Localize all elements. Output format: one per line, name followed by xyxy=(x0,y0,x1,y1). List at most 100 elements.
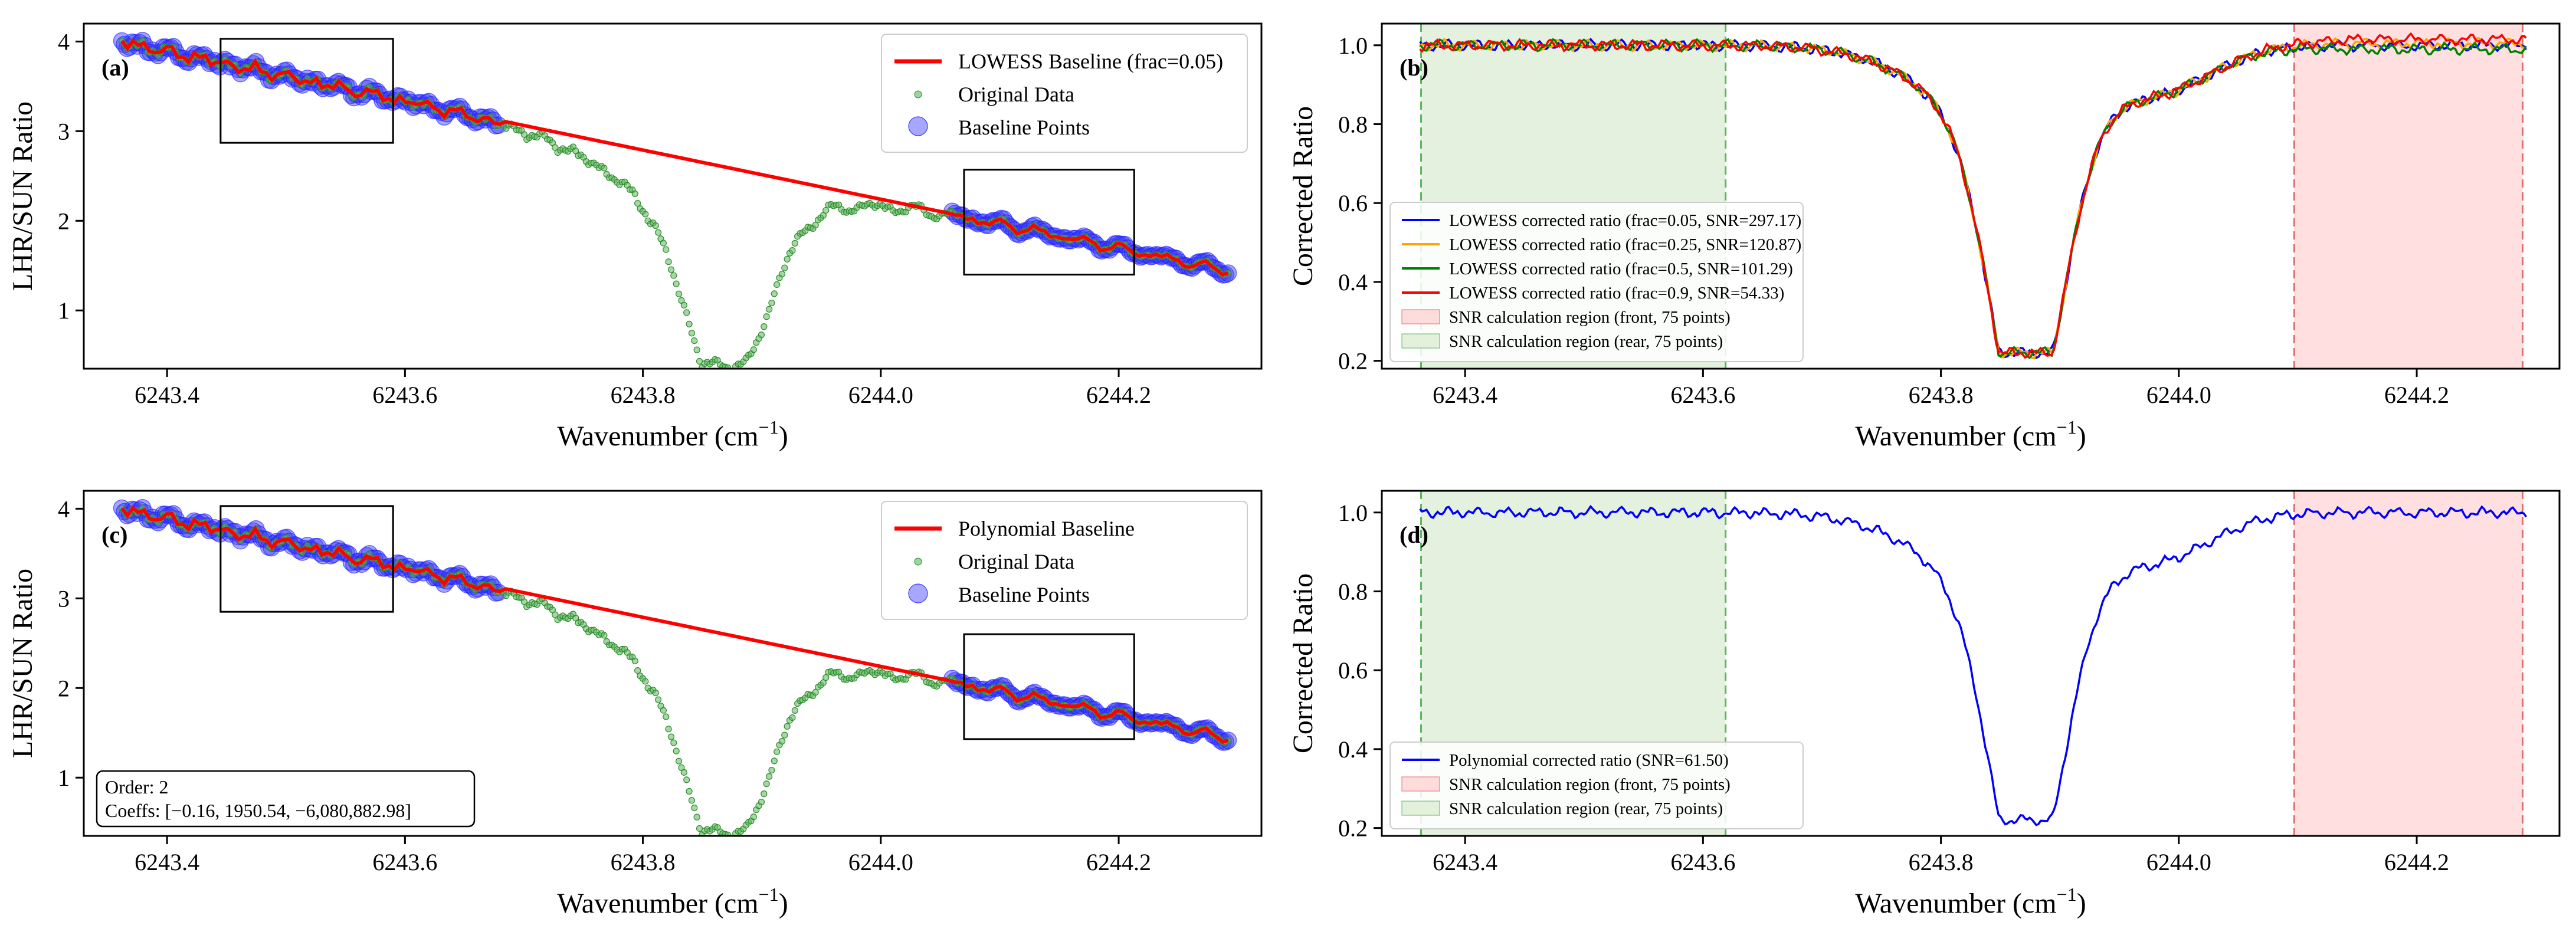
x-axis-label-superscript: −1 xyxy=(759,416,779,438)
legend-blue-marker xyxy=(908,583,928,603)
zoom-box-2 xyxy=(963,633,1135,740)
axes-frame xyxy=(1381,490,2561,837)
panel-b: 6243.4 6243.6 6243.8 6244.0 6244.2 0.2 0.4 0.6 0… xyxy=(1287,22,2561,452)
original-data-point xyxy=(781,731,788,739)
x-tick-label: 6243.6 xyxy=(372,849,437,875)
original-data-point xyxy=(789,714,796,721)
legend-region-swatch xyxy=(1401,801,1440,816)
x-tick-label: 6244.2 xyxy=(2384,849,2449,875)
y-axis-label: LHR/SUN Ratio xyxy=(7,569,38,758)
zoom-box-2 xyxy=(963,169,1135,275)
original-data-point xyxy=(691,337,698,345)
annotation-line: Coeffs: [−0.16, 1950.54, −6,080,882.98] xyxy=(105,800,411,821)
original-data-point xyxy=(665,258,672,265)
y-tick-label: 0.2 xyxy=(1338,348,1368,375)
y-tick-label: 0.2 xyxy=(1338,815,1368,842)
plots-layer: 6243.4 6243.6 6243.8 6244.0 6244.2 1 2 3 4 Wavenu… xyxy=(7,22,2561,919)
baseline-line xyxy=(120,38,1229,277)
x-axis-label: Wavenumber (cm−1) xyxy=(557,416,788,452)
legend: Polynomial Baseline Original Data Baseline… xyxy=(881,501,1248,620)
original-data-point xyxy=(771,757,778,765)
original-data-point xyxy=(693,813,700,821)
x-axis-label: Wavenumber (cm−1) xyxy=(1855,416,2086,452)
y-tick-label: 4 xyxy=(58,496,70,522)
panel-letter: (c) xyxy=(101,521,127,548)
original-data-point xyxy=(820,212,827,219)
original-data-point xyxy=(663,713,670,720)
original-data-point xyxy=(634,199,641,207)
legend-label: SNR calculation region (rear, 75 points) xyxy=(1449,332,1723,351)
x-tick-label: 6244.0 xyxy=(848,382,913,408)
original-data-point xyxy=(761,323,768,330)
panel-a: 6243.4 6243.6 6243.8 6244.0 6244.2 1 2 3 4 Wavenu… xyxy=(7,22,1263,452)
x-tick-label: 6243.8 xyxy=(611,382,676,408)
x-tick-label: 6243.8 xyxy=(1909,849,1974,875)
x-tick-label: 6244.0 xyxy=(2146,849,2211,875)
zoom-box-1 xyxy=(219,505,394,613)
x-tick-label: 6243.6 xyxy=(1670,382,1735,408)
original-data-point xyxy=(812,221,819,229)
original-data-point xyxy=(774,281,781,288)
original-data-point xyxy=(683,776,690,783)
legend-label: Baseline Points xyxy=(958,583,1090,606)
original-data-point xyxy=(652,222,659,229)
snr-region-front xyxy=(2294,491,2523,836)
original-data-point xyxy=(655,696,662,703)
annotation-line: Order: 2 xyxy=(105,776,169,798)
original-data-point xyxy=(667,733,675,740)
original-data-point xyxy=(663,246,670,253)
panel-letter: (a) xyxy=(101,54,129,81)
original-data-point xyxy=(774,748,781,756)
original-data-point xyxy=(601,165,608,172)
x-tick-label: 6243.4 xyxy=(135,382,199,408)
axes-frame xyxy=(1381,22,2561,370)
original-data-point xyxy=(778,270,786,278)
original-data-point xyxy=(691,804,698,812)
x-tick-label: 6243.4 xyxy=(1433,849,1497,875)
original-data-point xyxy=(789,247,796,254)
legend-green-marker xyxy=(914,90,922,99)
y-tick-label: 0.4 xyxy=(1338,736,1368,763)
original-data-point xyxy=(680,769,687,776)
y-axis-label: LHR/SUN Ratio xyxy=(7,101,38,291)
panel-letter: (b) xyxy=(1400,54,1428,81)
legend: LOWESS Baseline (frac=0.05) Original Data… xyxy=(881,34,1248,153)
original-data-point xyxy=(693,346,700,353)
legend-label: Polynomial corrected ratio (SNR=61.50) xyxy=(1449,751,1729,770)
legend-label: SNR calculation region (rear, 75 points) xyxy=(1449,799,1723,818)
x-tick-label: 6244.0 xyxy=(848,849,913,875)
legend-label: LOWESS corrected ratio (frac=0.9, SNR=54… xyxy=(1449,284,1784,303)
plot-area xyxy=(113,31,1237,376)
original-data-point xyxy=(727,370,733,376)
legend-label: Original Data xyxy=(958,83,1074,106)
x-axis-label-superscript: −1 xyxy=(2057,416,2077,438)
original-data-point xyxy=(771,290,778,297)
original-data-point xyxy=(686,320,693,327)
original-data-point xyxy=(758,332,765,339)
original-data-point xyxy=(784,255,791,263)
y-tick-label: 0.4 xyxy=(1338,269,1368,296)
original-data-point xyxy=(822,674,830,681)
x-axis-label-tail: ) xyxy=(2077,888,2086,919)
original-data-point xyxy=(660,240,667,247)
original-data-point xyxy=(631,657,638,664)
panel-c: 6243.4 6243.6 6243.8 6244.0 6244.2 1 2 3 4 Wavenu… xyxy=(7,490,1263,919)
original-data-point xyxy=(761,790,768,798)
y-axis-label: Corrected Ratio xyxy=(1287,573,1319,753)
x-tick-label: 6243.4 xyxy=(1433,382,1497,408)
original-data-point xyxy=(725,831,732,836)
x-axis-label: Wavenumber (cm−1) xyxy=(557,884,788,919)
x-tick-label: 6243.8 xyxy=(611,849,676,875)
original-data-point xyxy=(750,813,757,821)
original-data-point xyxy=(601,632,608,639)
original-data-point xyxy=(683,309,690,316)
original-data-point xyxy=(765,306,773,313)
original-data-point xyxy=(688,797,696,804)
original-data-point xyxy=(791,707,798,714)
x-axis-label-tail: ) xyxy=(779,421,788,452)
x-tick-label: 6244.2 xyxy=(2384,382,2449,408)
original-data-point xyxy=(652,689,659,697)
original-data-point xyxy=(634,667,641,674)
y-tick-label: 0.8 xyxy=(1338,111,1368,137)
